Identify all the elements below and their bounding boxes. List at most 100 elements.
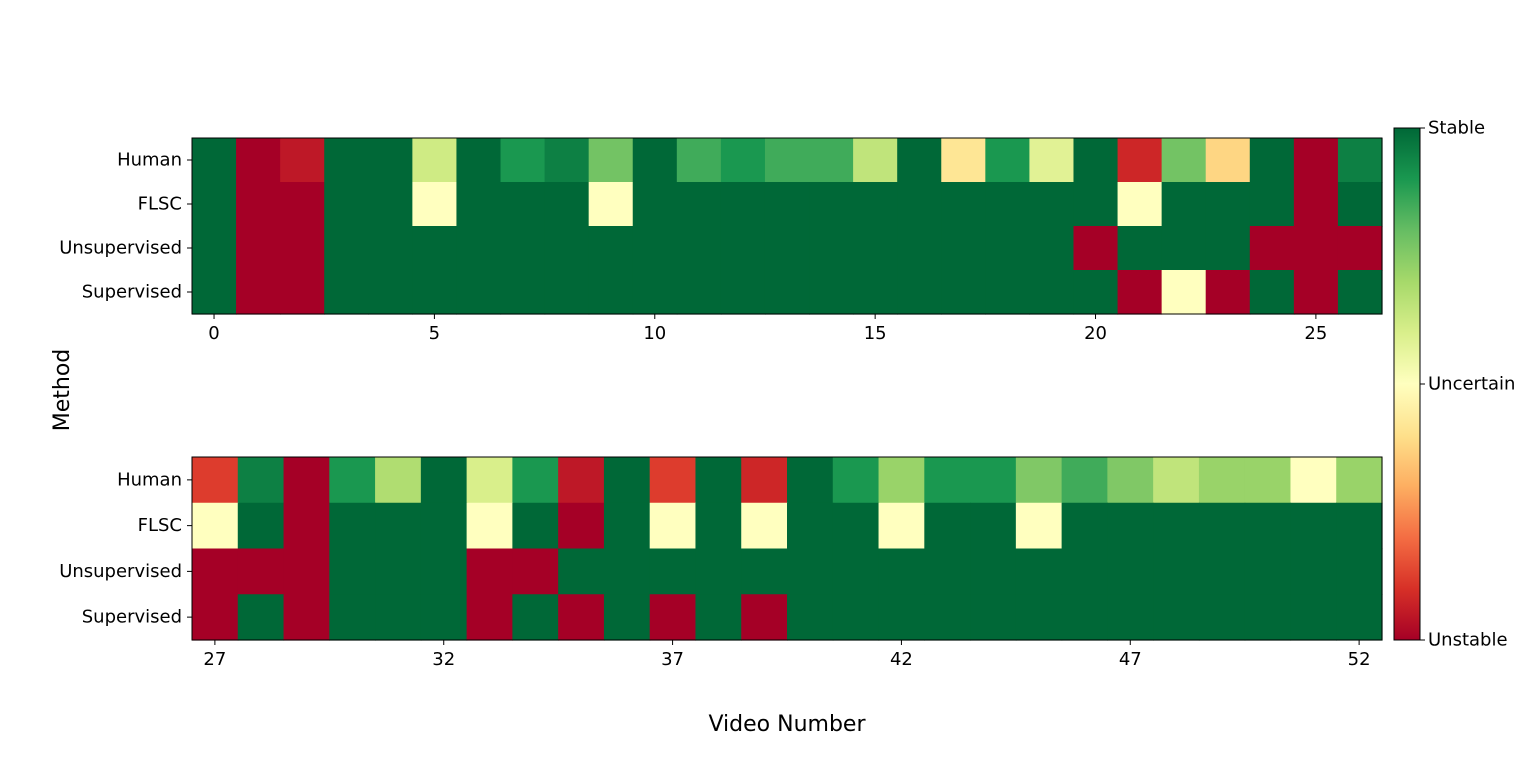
heatmap-cell	[1073, 182, 1119, 227]
y-tick-label: Unsupervised	[59, 561, 182, 582]
heatmap-cell	[1290, 548, 1337, 595]
heatmap-cell	[649, 502, 697, 550]
heatmap-cell	[1073, 270, 1119, 315]
heatmap-cell	[588, 226, 634, 271]
heatmap-cell	[1336, 457, 1383, 504]
y-tick-label: Supervised	[82, 282, 182, 303]
heatmap-cell	[283, 548, 330, 595]
heatmap-cell	[764, 138, 810, 183]
heatmap-cell	[853, 182, 898, 227]
heatmap-cell	[809, 182, 854, 227]
heatmap-cell	[1107, 594, 1154, 641]
heatmap-cell	[1337, 226, 1383, 271]
heatmap-cell	[1029, 138, 1075, 183]
heatmap-cell	[603, 594, 651, 641]
y-tick-label: Unsupervised	[59, 238, 182, 259]
heatmap-cell	[368, 182, 413, 227]
heatmap-cell	[832, 457, 880, 504]
heatmap-cell	[1290, 502, 1337, 550]
heatmap-cell	[603, 548, 651, 595]
heatmap-cell	[1293, 226, 1339, 271]
heatmap-cell	[500, 226, 546, 271]
heatmap-cell	[676, 138, 722, 183]
heatmap-cell	[1029, 226, 1075, 271]
heatmap-cell	[420, 548, 468, 595]
heatmap-cell	[941, 270, 986, 315]
y-tick-label: Supervised	[82, 607, 182, 628]
heatmap-cell	[500, 270, 546, 315]
heatmap-cell	[375, 502, 422, 550]
heatmap-cell	[280, 182, 325, 227]
heatmap-cell	[280, 226, 325, 271]
heatmap-cell	[787, 457, 834, 504]
heatmap-cell	[676, 182, 722, 227]
heatmap-cell	[741, 502, 788, 550]
heatmap-cell	[970, 548, 1017, 595]
heatmap-cell	[878, 548, 925, 595]
x-tick-label: 25	[1304, 323, 1327, 344]
heatmap-cell	[1073, 226, 1119, 271]
heatmap-cell	[1205, 138, 1251, 183]
heatmap-cell	[1336, 548, 1383, 595]
heatmap-panel-top: Human FLSC Unsupervised Supervised 0 5 10 15 20 2…	[59, 137, 1383, 344]
heatmap-cell	[1244, 594, 1292, 641]
heatmap-cell	[1061, 548, 1108, 595]
colorbar: Stable Uncertain Unstable	[1393, 118, 1515, 651]
plot-frame	[191, 137, 1383, 315]
heatmap-cell	[787, 594, 834, 641]
heatmap-cell	[809, 270, 854, 315]
x-tick-label: 42	[890, 649, 913, 670]
heatmap-cell	[1249, 182, 1295, 227]
heatmap-cell	[603, 502, 651, 550]
y-tick-label: Human	[117, 469, 182, 490]
heatmap-cell	[192, 457, 239, 504]
heatmap-cell	[1029, 270, 1075, 315]
heatmap-cell	[632, 226, 678, 271]
heatmap-cell	[1061, 594, 1108, 641]
heatmap-cell	[741, 548, 788, 595]
y-tick-label: FLSC	[138, 194, 182, 215]
heatmap-cell	[649, 457, 697, 504]
heatmap-cell	[412, 182, 458, 227]
heatmap-cell	[1015, 548, 1063, 595]
heatmap-cell	[1061, 457, 1108, 504]
heatmap-cell	[558, 457, 605, 504]
heatmap-cell	[720, 182, 766, 227]
heatmap-cell	[1153, 594, 1200, 641]
heatmap-cell	[832, 502, 880, 550]
heatmap-cell	[412, 226, 458, 271]
colorbar-tick-label: Uncertain	[1428, 374, 1515, 395]
heatmap-cell	[1153, 502, 1200, 550]
heatmap-cell	[941, 182, 986, 227]
heatmap-cell	[236, 270, 281, 315]
heatmap-cell	[456, 270, 502, 315]
heatmap-cell	[832, 548, 880, 595]
heatmap-cell	[720, 138, 766, 183]
heatmap-cell	[466, 548, 513, 595]
heatmap-cell	[1336, 594, 1383, 641]
heatmap-cell	[412, 138, 458, 183]
heatmap-cell	[192, 594, 239, 641]
y-tick-label: FLSC	[138, 515, 182, 536]
heatmap-cell	[466, 457, 513, 504]
heatmap-cell	[1205, 182, 1251, 227]
heatmap-cell	[1117, 138, 1163, 183]
x-tick-label: 10	[643, 323, 666, 344]
heatmap-cell	[1029, 182, 1075, 227]
heatmap-cell	[985, 270, 1030, 315]
heatmap-cell	[588, 138, 634, 183]
x-tick-label: 20	[1084, 323, 1107, 344]
heatmap-cell	[237, 548, 285, 595]
heatmap-cell	[500, 138, 546, 183]
heatmap-cell	[329, 457, 376, 504]
heatmap-cell	[1198, 548, 1246, 595]
heatmap-cell	[558, 594, 605, 641]
heatmap-cell	[1117, 182, 1163, 227]
heatmap-cell	[985, 182, 1030, 227]
heatmap-cell	[603, 457, 651, 504]
heatmap-cell	[420, 502, 468, 550]
heatmap-cell	[456, 182, 502, 227]
heatmap-cell	[676, 270, 722, 315]
heatmap-panel-bottom: Human FLSC Unsupervised Supervised 27 32 37 42 4…	[59, 456, 1383, 670]
